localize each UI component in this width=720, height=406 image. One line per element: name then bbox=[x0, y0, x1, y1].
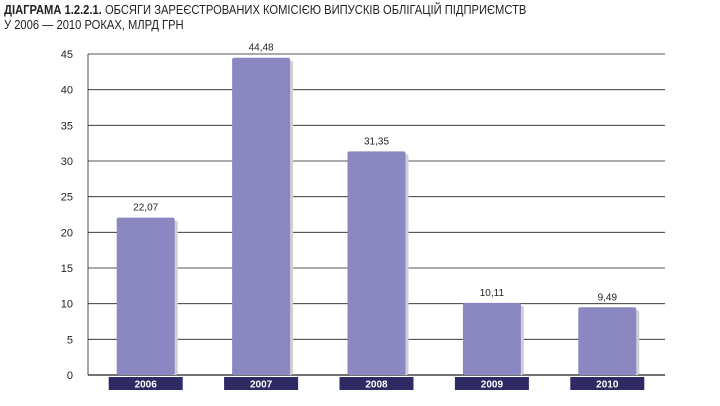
data-label-2006: 22,07 bbox=[133, 203, 158, 214]
x-tick-label-2010: 2010 bbox=[596, 380, 619, 391]
data-label-2007: 44,48 bbox=[249, 43, 274, 54]
y-axis-ticks: 0 5 10 15 20 25 30 35 40 45 bbox=[61, 49, 73, 382]
chart-title-text: ОБСЯГИ ЗАРЕЄСТРОВАНИХ КОМІСІЄЮ ВИПУСКІВ … bbox=[104, 2, 527, 17]
y-tick-label: 45 bbox=[61, 49, 73, 61]
x-tick-label-2007: 2007 bbox=[250, 380, 273, 391]
data-labels: 22,07 44,48 31,35 10,11 9,49 bbox=[133, 43, 617, 304]
chart-title-line-1: ДІАГРАМА 1.2.2.1. ОБСЯГИ ЗАРЕЄСТРОВАНИХ … bbox=[4, 2, 526, 17]
category-band bbox=[454, 377, 529, 390]
bar-2008 bbox=[347, 151, 406, 375]
chart-title-prefix: ДІАГРАМА 1.2.2.1. bbox=[4, 2, 102, 17]
chart-title: ДІАГРАМА 1.2.2.1. ОБСЯГИ ЗАРЕЄСТРОВАНИХ … bbox=[4, 2, 526, 32]
category-band bbox=[570, 377, 645, 390]
category-band bbox=[339, 377, 414, 390]
x-tick-label-2008: 2008 bbox=[365, 380, 388, 391]
y-tick-label: 30 bbox=[61, 156, 73, 168]
y-tick-label: 25 bbox=[61, 192, 73, 204]
bar-2006 bbox=[116, 217, 175, 375]
bar-2010 bbox=[578, 307, 637, 375]
x-tick-label-2009: 2009 bbox=[481, 380, 504, 391]
category-band bbox=[224, 377, 299, 390]
y-tick-label: 10 bbox=[61, 299, 73, 311]
y-tick-label: 40 bbox=[61, 85, 73, 97]
x-axis-categories: 2006 2007 2008 2009 2010 bbox=[108, 377, 645, 391]
bar-2007 bbox=[232, 57, 291, 376]
y-tick-label: 15 bbox=[61, 263, 73, 275]
y-tick-label: 5 bbox=[67, 334, 73, 346]
data-label-2009: 10,11 bbox=[480, 288, 505, 299]
bar-2009 bbox=[462, 302, 521, 375]
y-tick-label: 35 bbox=[61, 120, 73, 132]
category-band bbox=[108, 377, 183, 390]
bars bbox=[116, 57, 640, 376]
y-tick-label: 0 bbox=[67, 370, 73, 382]
y-tick-label: 20 bbox=[61, 227, 73, 239]
chart-title-line-2: У 2006 — 2010 РОКАХ, МЛРД ГРН bbox=[4, 17, 184, 32]
x-tick-label-2006: 2006 bbox=[135, 380, 158, 391]
data-label-2010: 9,49 bbox=[598, 292, 618, 303]
data-label-2008: 31,35 bbox=[364, 136, 389, 147]
